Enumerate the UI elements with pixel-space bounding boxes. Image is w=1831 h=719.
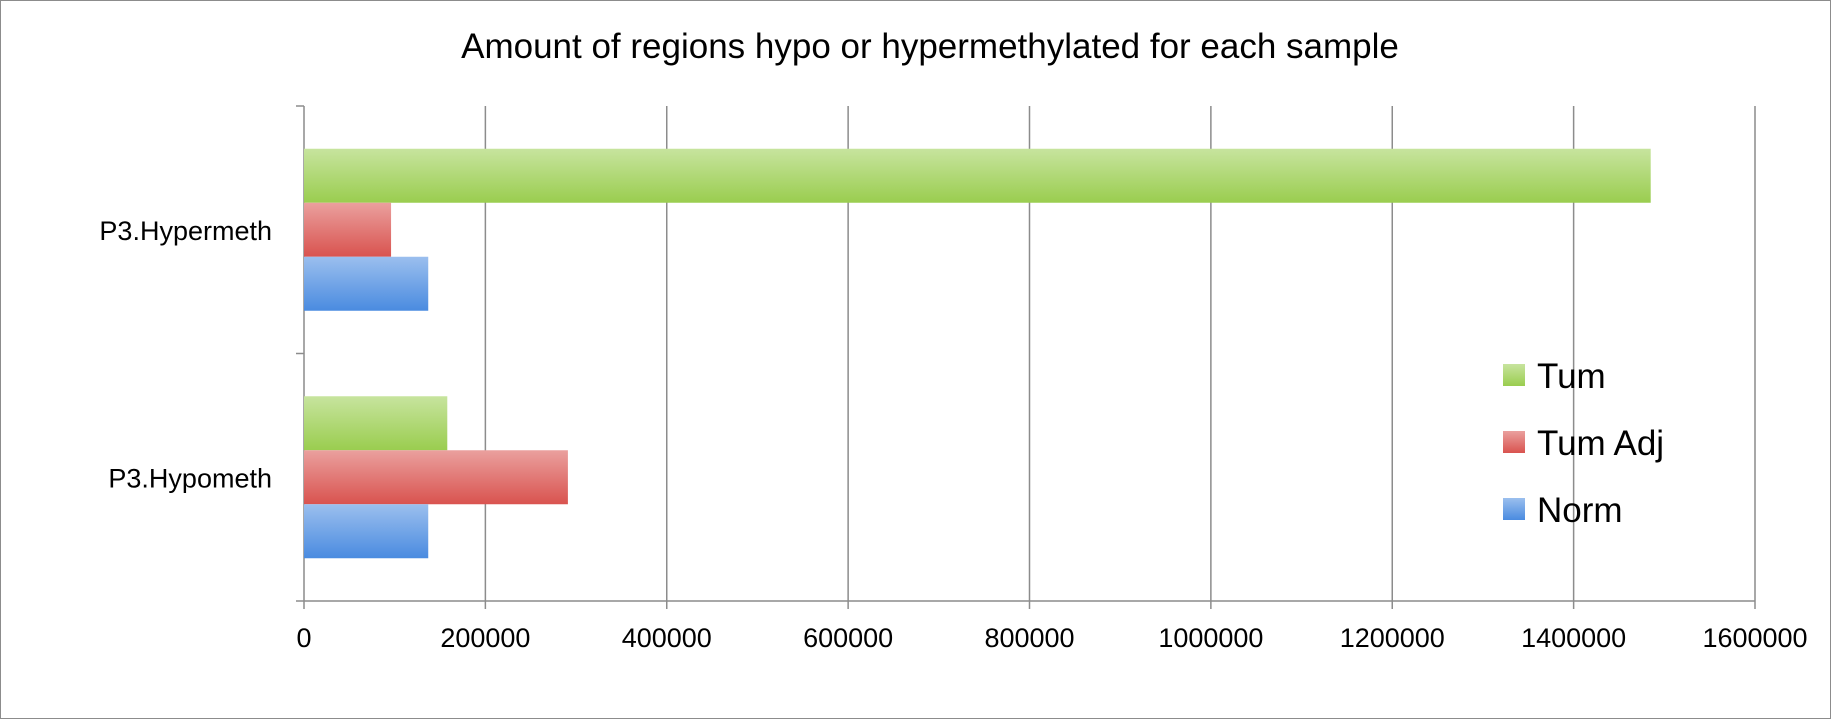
legend-swatch-tum	[1503, 364, 1525, 386]
bar-tum-adj-p3-hypermeth	[304, 202, 392, 257]
category-labels: P3.Hypermeth P3.Hypometh	[99, 216, 272, 494]
bar-norm-p3-hypermeth	[304, 256, 429, 311]
x-tick-labels: 0 200000 400000 600000 800000 1000000 1200000 1…	[296, 623, 1807, 653]
category-label: P3.Hypermeth	[99, 216, 272, 246]
x-tick-label: 400000	[622, 623, 712, 653]
x-tick-label: 1600000	[1702, 623, 1807, 653]
x-tick-label: 1400000	[1521, 623, 1626, 653]
x-tick-label: 600000	[803, 623, 893, 653]
bar-norm-p3-hypometh	[304, 504, 429, 559]
bar-tum-p3-hypermeth	[304, 148, 1651, 203]
category-label: P3.Hypometh	[108, 463, 272, 493]
legend-label: Norm	[1537, 491, 1623, 530]
bars	[304, 148, 1651, 559]
legend-swatch-norm	[1503, 498, 1525, 520]
legend-swatch-tum-adj	[1503, 431, 1525, 453]
x-tick-label: 1000000	[1158, 623, 1263, 653]
legend-label: Tum	[1537, 357, 1606, 396]
legend-label: Tum Adj	[1537, 424, 1664, 463]
x-tick-label: 0	[296, 623, 311, 653]
legend: Tum Tum Adj Norm	[1503, 357, 1664, 530]
bar-tum-p3-hypometh	[304, 396, 448, 451]
x-tick-label: 1200000	[1340, 623, 1445, 653]
x-tick-label: 800000	[984, 623, 1074, 653]
x-tick-label: 200000	[440, 623, 530, 653]
bar-tum-adj-p3-hypometh	[304, 450, 568, 505]
chart-title: Amount of regions hypo or hypermethylate…	[461, 27, 1399, 66]
